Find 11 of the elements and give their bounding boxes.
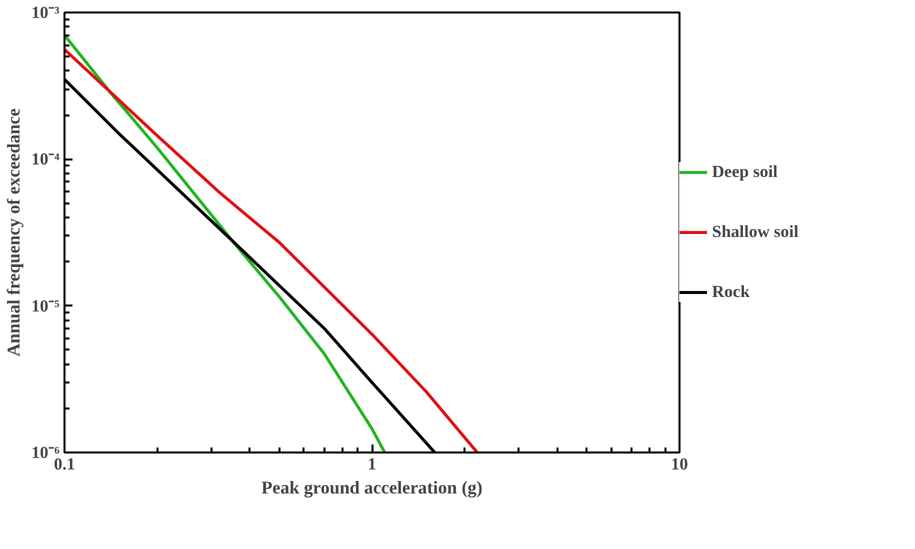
- y-tick-label: 10⁻⁵: [31, 296, 60, 316]
- legend-label: Rock: [712, 282, 750, 302]
- y-tick-label: 10⁻⁴: [31, 150, 60, 169]
- y-axis-title: Annual frequency of exceedance: [3, 108, 24, 357]
- legend-label: Deep soil: [712, 162, 778, 182]
- x-tick-label: 0.1: [54, 454, 76, 474]
- x-axis-title: Peak ground acceleration (g): [261, 478, 483, 498]
- legend-label: Shallow soil: [712, 222, 798, 242]
- x-tick-label: 1: [368, 454, 376, 474]
- y-tick-label: 10⁻³: [31, 3, 60, 22]
- x-tick-label: 10: [671, 454, 688, 474]
